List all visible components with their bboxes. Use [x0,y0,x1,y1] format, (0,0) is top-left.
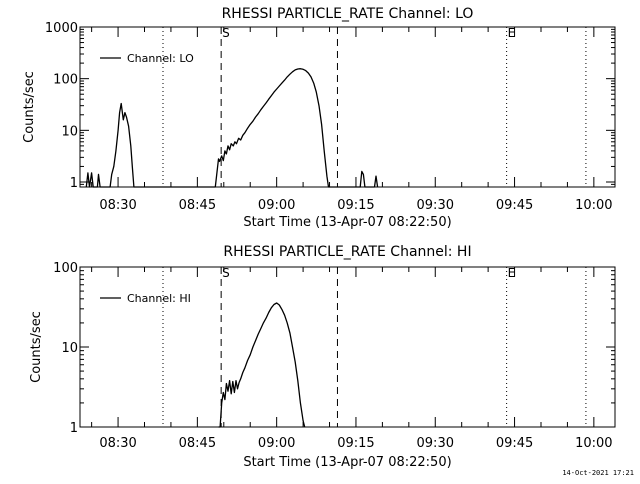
plot-frame [79,26,616,188]
x-tick-label: 10:00 [575,436,612,451]
series-line [85,68,379,188]
panel-hi: RHESSI PARTICLE_RATE Channel: HI 1 10 100 08… [29,244,616,470]
y-axis-label: Counts/sec [29,311,44,383]
plot-frame [79,266,616,428]
marker-label: S [222,266,230,280]
chart-title: RHESSI PARTICLE_RATE Channel: LO [222,6,474,22]
x-tick-label: 09:30 [417,436,454,451]
marker-label: E [508,266,516,280]
x-axis-label: Start Time (13-Apr-07 08:22:50) [243,455,451,470]
x-tick-label: 08:45 [179,198,216,213]
legend-label: Channel: LO [127,52,194,65]
chart-title: RHESSI PARTICLE_RATE Channel: HI [223,244,471,260]
x-tick-label: 09:00 [258,436,295,451]
x-tick-label: 08:30 [99,436,136,451]
x-axis-label: Start Time (13-Apr-07 08:22:50) [243,215,451,230]
x-tick-label: 09:15 [337,198,374,213]
marker-label: S [222,26,230,40]
x-tick-label: 09:45 [496,198,533,213]
x-tick-label: 08:30 [99,198,136,213]
y-tick-label: 1000 [45,21,78,36]
series-line [218,302,306,428]
legend-label: Channel: HI [127,292,191,305]
x-tick-label: 09:30 [417,198,454,213]
x-tick-label: 09:00 [258,198,295,213]
y-tick-label: 100 [53,261,78,276]
marker-label: E [508,26,516,40]
x-tick-label: 09:45 [496,436,533,451]
footer-timestamp: 14-Oct-2021 17:21 [562,469,634,477]
y-tick-label: 1 [70,176,78,191]
y-tick-label: 10 [61,124,78,139]
y-tick-label: 10 [61,341,78,356]
y-axis-label: Counts/sec [22,71,37,143]
x-tick-label: 08:45 [179,436,216,451]
x-tick-label: 10:00 [575,198,612,213]
y-tick-label: 100 [53,73,78,88]
panel-lo: RHESSI PARTICLE_RATE Channel: LO 1 10 100 10… [22,6,616,230]
x-tick-label: 09:15 [337,436,374,451]
y-tick-label: 1 [70,421,78,436]
